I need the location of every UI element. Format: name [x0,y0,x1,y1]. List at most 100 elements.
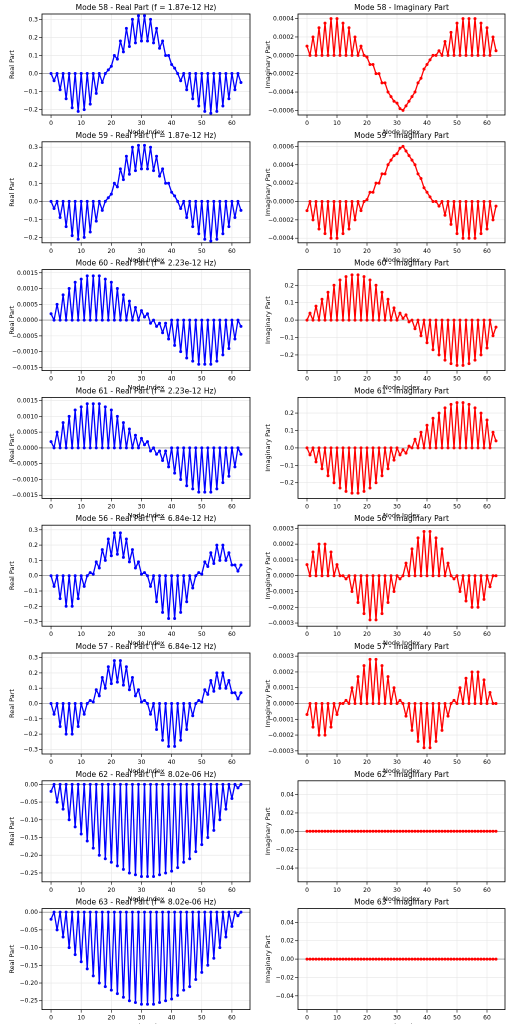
data-point [218,318,222,322]
data-point [161,331,165,335]
data-point [308,829,312,833]
data-point [473,406,477,410]
data-point [410,95,414,99]
data-point [152,169,156,173]
data-point [449,829,453,833]
data-point [485,227,489,231]
data-point [479,702,483,705]
data-point [139,39,143,43]
data-point [398,107,402,111]
x-tick-label: 50 [453,1015,461,1022]
data-point [458,957,462,961]
data-point [428,58,432,62]
data-point [82,446,86,450]
x-tick-label: 0 [49,887,53,894]
data-point [470,318,474,322]
x-tick-label: 40 [168,887,176,894]
data-point [236,786,240,790]
x-tick-label: 40 [423,503,431,510]
x-tick-label: 60 [483,631,491,638]
data-point [425,190,429,194]
y-axis-label: Imaginary Part [264,168,272,216]
data-point [127,299,131,303]
chart-title: Mode 59 - Imaginary Part [354,131,449,140]
y-axis-label: Imaginary Part [264,679,272,727]
data-point [188,574,192,578]
data-point [422,67,426,71]
data-point [446,957,450,961]
data-point [440,446,444,450]
data-point [422,318,426,322]
data-point [61,935,65,939]
data-point [467,702,471,705]
data-point [443,574,447,578]
data-point [491,702,495,705]
data-point [82,318,86,322]
y-tick-label: 0.00 [25,781,39,788]
data-point [491,35,495,39]
data-point [97,853,101,857]
x-tick-label: 40 [168,120,176,127]
data-point [142,698,146,702]
data-point [121,867,125,871]
data-point [236,72,240,76]
chart-title: Mode 63 - Real Part (f = 8.02e-06 Hz) [76,898,217,907]
x-tick-label: 20 [108,759,116,766]
data-point [380,172,384,176]
data-point [449,574,453,578]
data-point [443,358,447,362]
data-point [380,290,384,294]
data-point [467,402,471,406]
y-tick-label: −0.15 [20,835,39,842]
data-point [224,446,228,450]
data-point [88,698,92,702]
data-point [103,985,107,989]
data-point [398,146,402,150]
y-tick-label: −0.1 [279,335,294,342]
data-point [440,199,444,203]
data-point [170,318,174,322]
data-point [209,679,213,683]
data-point [130,548,134,552]
data-point [224,72,228,76]
panel-1: 0 10 20 30 40 50 60 0.3 0.2 0.1 0.0 −0.1 −0.2 Mode 58… [8,3,251,136]
data-point [197,910,201,914]
data-point [94,91,98,95]
data-point [155,728,159,732]
data-point [362,957,366,961]
data-point [49,574,53,578]
data-point [371,318,375,322]
data-point [149,782,153,786]
y-tick-label: 0.0001 [273,685,294,692]
x-tick-label: 0 [49,248,53,255]
data-point [239,782,243,786]
data-point [335,713,339,717]
x-tick-label: 50 [453,248,461,255]
data-point [341,829,345,833]
data-point [191,487,195,491]
panel-6: 0 10 20 30 40 50 60 0.2 0.1 0.0 −0.1 −0.2 Mode 60 - … [264,259,506,392]
data-point [142,143,146,147]
data-point [103,857,107,861]
data-point [130,446,134,450]
data-point [209,239,213,243]
data-point [146,874,150,878]
data-point [470,53,474,57]
data-point [371,63,375,66]
data-point [434,536,438,540]
data-point [395,318,399,322]
x-tick-label: 60 [228,1015,236,1022]
chart-title: Mode 57 - Imaginary Part [354,642,449,651]
data-point [311,218,315,222]
panel-11: 0 10 20 30 40 50 60 0.3 0.2 0.1 0.0 −0.1 −0.2 −0.3 Mod… [8,642,251,775]
data-point [338,574,342,578]
y-tick-label: 0.1 [28,557,38,564]
x-tick-label: 20 [108,631,116,638]
data-point [452,829,456,833]
data-point [446,199,450,203]
data-point [239,452,243,456]
data-point [149,17,153,21]
data-point [461,829,465,833]
data-point [332,199,336,203]
data-point [485,346,489,350]
